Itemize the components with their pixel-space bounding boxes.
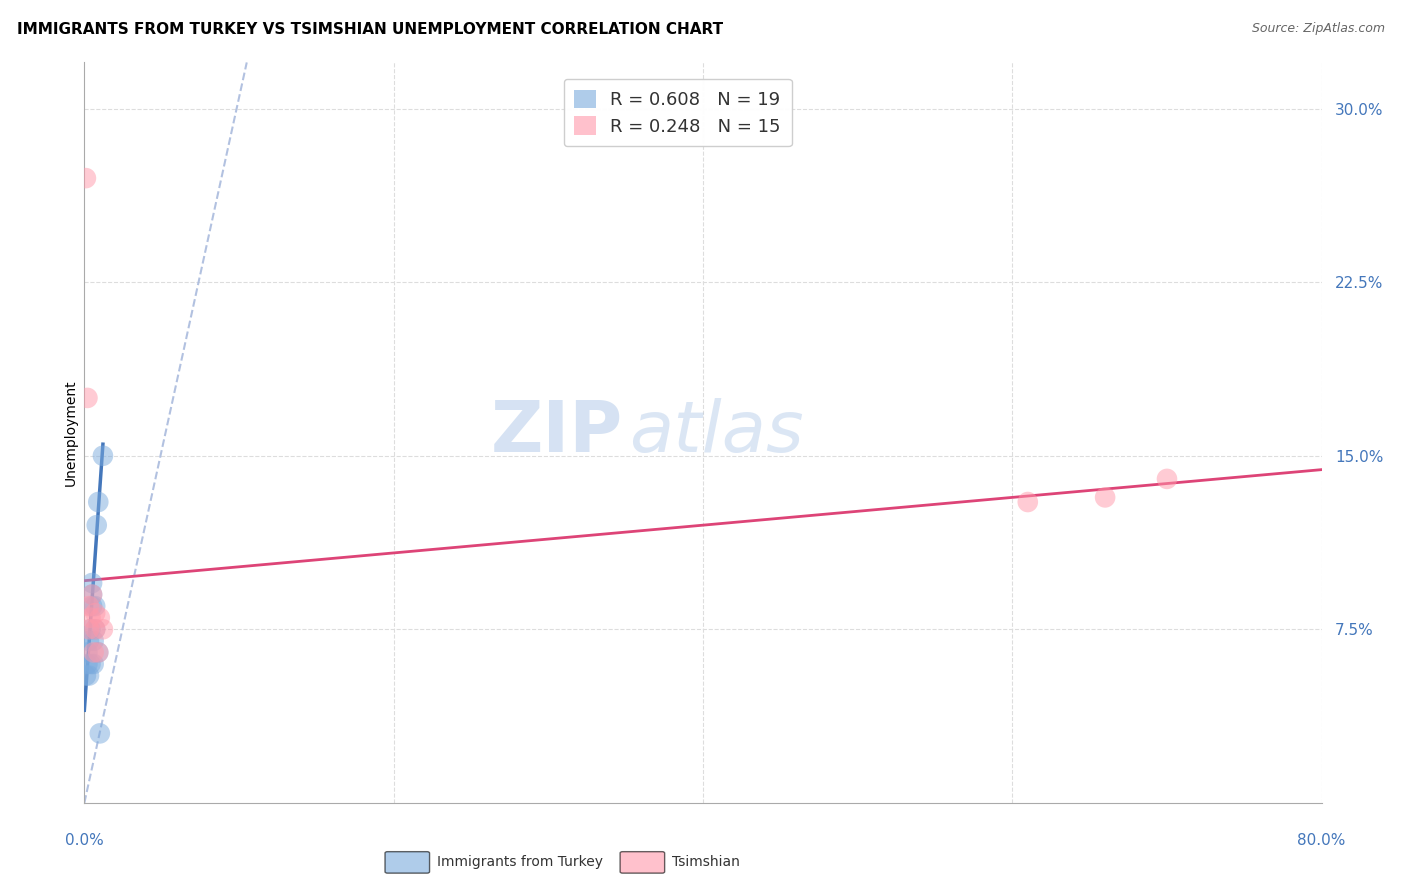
Text: Immigrants from Turkey: Immigrants from Turkey <box>437 855 603 869</box>
Point <box>87 645 110 659</box>
Text: Tsimshian: Tsimshian <box>672 855 740 869</box>
Point <box>76 657 98 671</box>
Point <box>83 645 105 659</box>
Point <box>91 449 114 463</box>
Point <box>77 622 100 636</box>
Point <box>1094 491 1116 505</box>
Point <box>84 599 107 614</box>
Point <box>86 518 108 533</box>
Text: 0.0%: 0.0% <box>65 833 104 848</box>
Point <box>89 726 111 740</box>
Point <box>79 657 101 671</box>
FancyBboxPatch shape <box>620 852 665 873</box>
Point <box>82 588 104 602</box>
Text: IMMIGRANTS FROM TURKEY VS TSIMSHIAN UNEMPLOYMENT CORRELATION CHART: IMMIGRANTS FROM TURKEY VS TSIMSHIAN UNEM… <box>17 22 723 37</box>
Point <box>75 171 97 186</box>
Point <box>82 576 104 591</box>
Point <box>89 610 111 624</box>
Point <box>79 610 101 624</box>
Text: 80.0%: 80.0% <box>1298 833 1346 848</box>
Point <box>79 622 101 636</box>
Point <box>87 495 110 509</box>
Point <box>77 633 100 648</box>
Text: atlas: atlas <box>628 398 803 467</box>
Point <box>75 668 97 682</box>
Point <box>91 622 114 636</box>
Point <box>1156 472 1178 486</box>
Point <box>1017 495 1039 509</box>
Point <box>76 391 98 405</box>
Legend: R = 0.608   N = 19, R = 0.248   N = 15: R = 0.608 N = 19, R = 0.248 N = 15 <box>564 78 792 146</box>
Point <box>84 606 107 620</box>
Point <box>84 622 107 636</box>
Point <box>82 588 104 602</box>
FancyBboxPatch shape <box>385 852 430 873</box>
Point <box>87 645 110 659</box>
Point <box>83 657 105 671</box>
Text: Source: ZipAtlas.com: Source: ZipAtlas.com <box>1251 22 1385 36</box>
Point <box>82 599 104 614</box>
Point <box>77 599 100 614</box>
Point <box>84 622 107 636</box>
Point <box>77 668 100 682</box>
Point <box>83 633 105 648</box>
Y-axis label: Unemployment: Unemployment <box>63 379 77 486</box>
Text: ZIP: ZIP <box>491 398 623 467</box>
Point <box>76 645 98 659</box>
